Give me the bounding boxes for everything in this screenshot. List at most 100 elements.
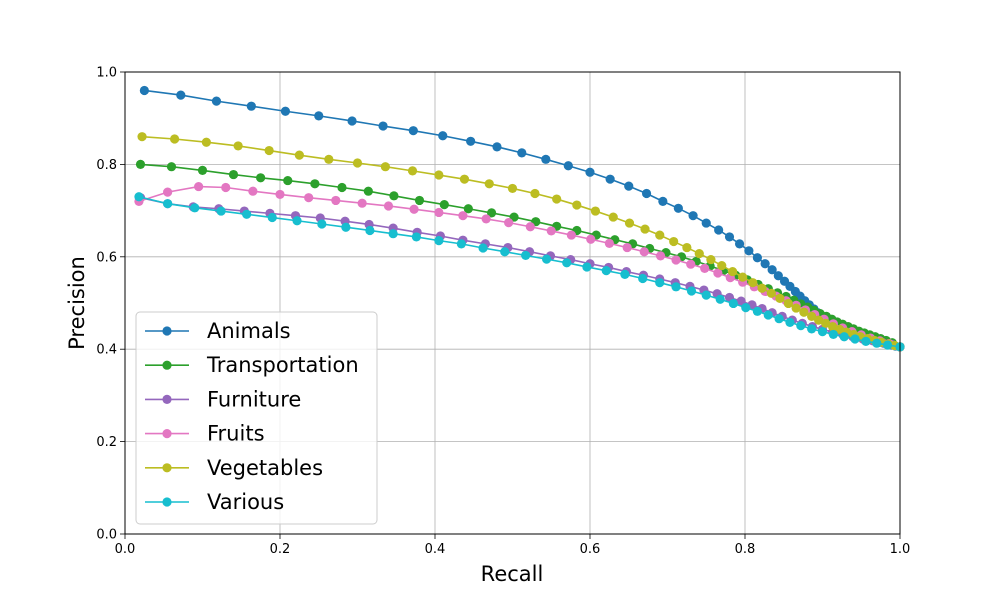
data-point-various [456,239,466,249]
data-point-transportation [166,162,177,172]
data-point-fruits [655,251,666,261]
data-point-animals [673,203,683,213]
data-point-various [785,317,795,328]
data-point-various [562,258,572,268]
data-point-various [774,314,784,324]
data-point-fruits [275,189,285,200]
data-point-fruits [713,268,723,278]
legend-item-various: Various [145,490,284,514]
legend-label: Transportation [206,353,359,377]
data-point-animals [773,271,783,281]
data-point-vegetables [572,200,582,210]
data-point-fruits [639,247,649,257]
series-various [134,192,905,352]
x-tick-label: 0.6 [580,542,601,557]
data-point-various [715,294,725,304]
data-point-various [134,192,144,202]
data-point-various [292,216,302,226]
data-point-various [411,232,421,242]
data-point-vegetables [530,188,540,199]
data-point-animals [280,106,291,116]
x-tick-label: 0.4 [425,542,446,557]
data-point-vegetables [834,324,845,334]
data-point-vegetables [294,150,304,160]
data-point-fruits [700,263,710,273]
y-tick-label: 0.4 [96,343,117,358]
data-point-animals [378,121,388,131]
data-point-various [701,290,711,300]
data-point-various [216,206,226,216]
data-point-transportation [463,204,473,214]
data-point-fruits [357,198,367,208]
legend-marker [162,360,172,370]
data-point-fruits [622,242,632,253]
data-point-fruits [525,222,535,232]
data-point-various [365,225,375,236]
data-point-animals [714,225,724,235]
y-axis-label: Precision [65,256,89,350]
data-point-animals [466,136,476,146]
x-tick-label: 1.0 [890,542,911,557]
data-point-animals [438,131,448,141]
data-point-transportation [197,165,208,176]
data-point-various [686,286,697,296]
data-point-various [601,266,611,276]
data-point-vegetables [766,288,776,298]
data-point-animals [585,167,595,177]
data-point-various [850,334,860,344]
data-point-vegetables [590,206,601,216]
data-point-transportation [486,208,497,218]
data-point-various [434,236,444,246]
data-point-various [839,332,849,342]
data-point-animals [517,148,527,158]
legend-marker [162,326,172,336]
data-point-vegetables [694,248,704,259]
data-point-animals [760,259,770,269]
legend-label: Animals [207,319,291,343]
x-tick-label: 0.8 [735,542,756,557]
data-point-fruits [434,207,444,218]
legend-label: Various [207,490,284,514]
data-point-transportation [414,195,425,206]
data-point-fruits [383,201,394,211]
data-point-animals [624,181,634,191]
data-point-various [883,340,893,350]
data-point-vegetables [748,278,758,288]
series-vegetables [137,132,905,352]
legend-item-transportation: Transportation [145,353,359,377]
data-point-transportation [439,199,449,210]
data-point-vegetables [791,303,801,313]
data-point-various [500,247,510,257]
data-point-vegetables [775,293,785,303]
data-point-fruits [604,238,614,249]
data-point-various [796,321,806,331]
data-point-vegetables [814,315,824,325]
legend-item-animals: Animals [145,319,291,343]
data-point-vegetables [201,137,211,147]
series-transportation [135,159,905,352]
data-point-various [671,282,681,292]
x-axis-ticks: 0.0 0.2 0.4 0.6 0.8 1.0 [115,534,911,557]
data-point-fruits [163,187,173,197]
data-point-animals [246,101,256,111]
data-point-various [861,336,871,346]
data-point-various [317,219,327,229]
y-axis-ticks: 0.0 0.2 0.4 0.6 0.8 1.0 [96,66,125,543]
data-point-vegetables [552,194,562,204]
data-point-fruits [409,204,419,214]
data-point-animals [688,211,698,221]
data-point-various [741,303,751,313]
data-point-furniture [736,296,746,306]
data-point-vegetables [608,212,618,222]
data-point-animals [492,142,502,152]
data-point-various [752,306,763,316]
data-point-transportation [135,159,146,169]
legend-label: Fruits [207,422,265,446]
series-line-furniture [140,196,901,348]
data-point-vegetables [827,321,838,332]
data-point-animals [211,96,222,106]
legend-label: Vegetables [207,456,323,480]
data-point-various [817,327,828,337]
data-point-various [582,262,592,272]
